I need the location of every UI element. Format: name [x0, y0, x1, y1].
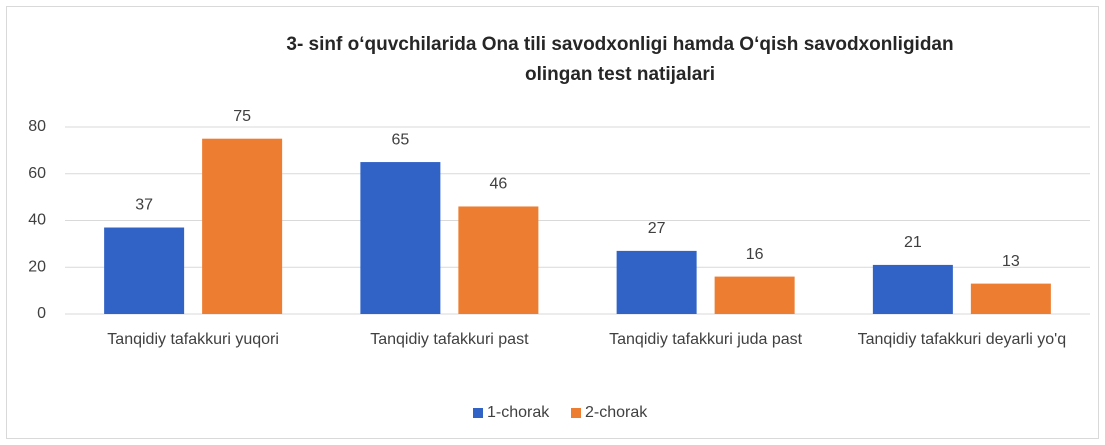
- bar: [360, 162, 441, 314]
- value-label: 46: [489, 176, 507, 193]
- value-label: 21: [904, 234, 922, 251]
- x-tick-label: Tanqidiy tafakkuri juda past: [609, 331, 803, 348]
- value-label: 27: [648, 220, 666, 237]
- value-label: 37: [135, 197, 153, 214]
- y-tick-label: 20: [28, 258, 46, 275]
- bar: [202, 138, 283, 314]
- bar: [970, 283, 1051, 314]
- bar: [872, 264, 953, 314]
- bar: [616, 250, 697, 314]
- bar: [458, 206, 539, 314]
- bar: [104, 227, 185, 314]
- x-tick-label: Tanqidiy tafakkuri deyarli yo'q: [857, 331, 1067, 348]
- legend-swatch: [473, 408, 483, 418]
- bar: [714, 276, 795, 314]
- x-tick-label: Tanqidiy tafakkuri past: [370, 331, 529, 348]
- value-label: 75: [233, 108, 251, 125]
- x-tick-label: Tanqidiy tafakkuri yuqori: [107, 331, 279, 348]
- legend-swatch: [571, 408, 581, 418]
- y-tick-label: 0: [37, 305, 46, 322]
- y-tick-label: 40: [28, 212, 46, 229]
- legend-label: 2-chorak: [585, 404, 648, 421]
- chart-title: 3- sinf o‘quvchilarida Ona tili savodxon…: [286, 34, 954, 85]
- y-tick-label: 80: [28, 118, 46, 135]
- y-tick-label: 60: [28, 165, 46, 182]
- chart-border: [6, 6, 1099, 439]
- value-label: 16: [746, 246, 764, 263]
- legend-label: 1-chorak: [487, 404, 550, 421]
- value-label: 65: [391, 131, 409, 148]
- value-label: 13: [1002, 253, 1020, 270]
